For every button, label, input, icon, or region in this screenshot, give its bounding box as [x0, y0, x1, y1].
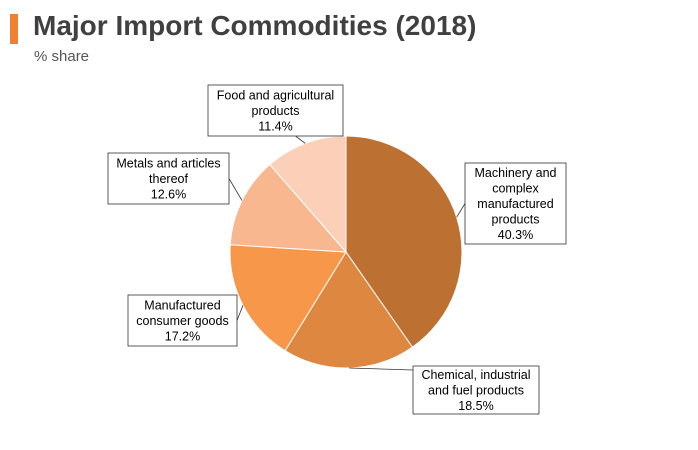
chart-subtitle: % share — [34, 48, 90, 65]
callout-box — [107, 152, 230, 205]
slice-name-line: thereof — [149, 172, 188, 186]
callout-leader-line — [236, 305, 244, 321]
callout-box — [127, 294, 238, 347]
slice-name-line: and fuel products — [428, 383, 524, 397]
callout-leader-line — [295, 135, 306, 144]
pie-slice — [345, 135, 463, 348]
slice-label: Machinery and complex manufactured products… — [475, 166, 557, 242]
title-accent-bar — [10, 14, 18, 44]
slice-label: Manufactured consumer goods 17.2% — [136, 298, 228, 343]
slice-name-line: Manufactured — [144, 298, 220, 312]
slice-name-line: products — [492, 212, 540, 226]
slice-name-line: consumer goods — [136, 314, 228, 328]
pie-slice — [229, 163, 348, 253]
slice-name-line: Metals and articles — [116, 156, 220, 170]
slice-value-label: 11.4% — [258, 119, 293, 133]
slice-label: Food and agricultural products 11.4% — [217, 88, 334, 133]
pie-callouts: Machinery and complex manufactured products… — [107, 84, 567, 415]
slice-value-label: 40.3% — [498, 228, 533, 242]
slice-name-line: Chemical, industrial — [421, 368, 530, 382]
callout-box — [207, 84, 344, 137]
pie-slices — [229, 135, 463, 369]
slice-value-label: 18.5% — [458, 399, 493, 413]
slice-name-line: Machinery and — [475, 166, 557, 180]
callout-leader-line — [228, 178, 243, 201]
slice-name-line: complex — [492, 181, 539, 195]
slice-label: Chemical, industrial and fuel products 18.… — [421, 368, 530, 413]
slice-name-line: products — [252, 104, 300, 118]
slice-label: Metals and articles thereof 12.6% — [116, 156, 220, 201]
callout-box — [464, 162, 567, 245]
slice-name-line: manufactured — [477, 197, 553, 211]
pie-slice — [284, 251, 414, 369]
slice-value-label: 17.2% — [165, 329, 200, 343]
slice-name-line: Food and agricultural — [217, 88, 334, 102]
slice-value-label: 12.6% — [151, 187, 186, 201]
callout-leader-line — [349, 367, 414, 371]
callout-box — [412, 365, 540, 415]
callout-leader-line — [456, 203, 466, 218]
chart-title: Major Import Commodities (2018) — [33, 10, 477, 41]
